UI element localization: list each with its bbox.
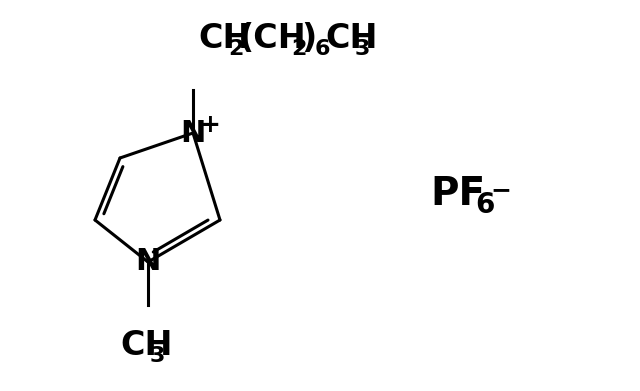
Text: PF: PF [430, 175, 485, 213]
Text: 6: 6 [475, 191, 494, 219]
Text: +: + [200, 113, 220, 137]
Text: CH: CH [198, 22, 250, 55]
Text: 3: 3 [355, 39, 371, 59]
Text: −: − [490, 178, 511, 202]
Text: (CH: (CH [238, 22, 306, 55]
Text: N: N [135, 248, 161, 276]
Text: N: N [180, 118, 205, 147]
Text: 6: 6 [315, 39, 330, 59]
Text: 2: 2 [228, 39, 243, 59]
Text: ): ) [301, 22, 316, 55]
Text: 3: 3 [150, 346, 165, 366]
Text: 2: 2 [291, 39, 307, 59]
Text: CH: CH [325, 22, 378, 55]
Text: CH: CH [120, 329, 173, 362]
